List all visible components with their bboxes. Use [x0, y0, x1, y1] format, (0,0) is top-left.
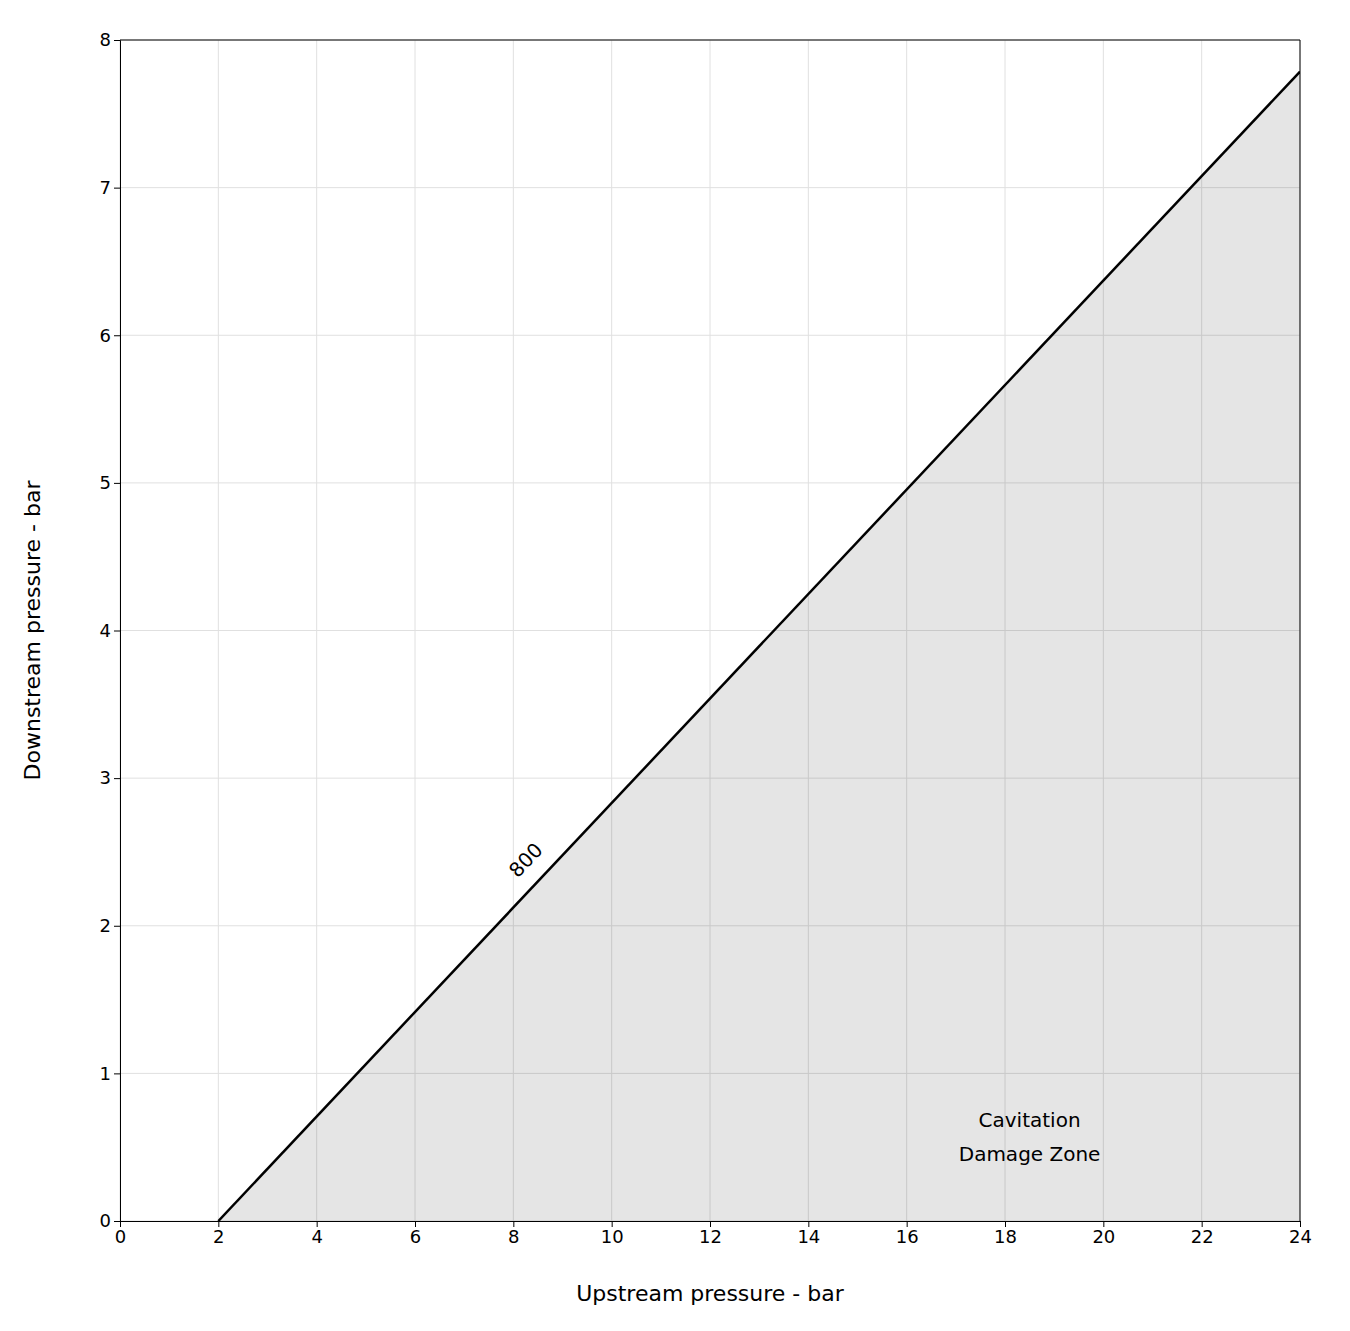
- chart: 024681012141618202224012345678800Cavitat…: [0, 0, 1350, 1331]
- y-axis-title: Downstream pressure - bar: [20, 480, 45, 781]
- y-tick: 5: [100, 472, 120, 493]
- x-tick-label: 24: [1289, 1226, 1312, 1247]
- x-tick: 14: [797, 1221, 820, 1247]
- y-axis: 0 1 2 3 4 5 6 7 8: [100, 29, 121, 1231]
- x-tick: 4: [311, 1221, 322, 1247]
- plot: 024681012141618202224012345678800Cavitat…: [100, 29, 1312, 1247]
- x-tick: 20: [1092, 1221, 1115, 1247]
- y-tick: 1: [100, 1063, 120, 1084]
- x-tick-label: 8: [508, 1226, 519, 1247]
- y-tick: 3: [100, 767, 120, 788]
- frame-top: [120, 40, 1300, 41]
- y-tick-mark: [114, 188, 120, 189]
- area-fill: [218, 72, 1300, 1221]
- y-tick-label: 4: [100, 620, 111, 641]
- y-axis-line: [114, 41, 121, 1222]
- annotations: 800 Cavitation Damage Zone: [504, 838, 1101, 1166]
- x-tick: 2: [213, 1221, 224, 1247]
- marks: [218, 72, 1300, 1221]
- zone-label: Cavitation Damage Zone: [959, 1108, 1101, 1166]
- x-tick-label: 10: [601, 1226, 624, 1247]
- grid: [120, 40, 1300, 1221]
- x-tick: 10: [601, 1221, 624, 1247]
- x-tick: 24: [1289, 1221, 1312, 1247]
- y-tick-label: 2: [100, 915, 111, 936]
- x-tick: 12: [699, 1221, 722, 1247]
- x-tick-label: 16: [896, 1226, 919, 1247]
- y-tick-label: 0: [100, 1210, 111, 1231]
- x-tick: 8: [508, 1221, 519, 1247]
- y-tick: 8: [100, 29, 120, 50]
- y-tick-mark: [114, 335, 120, 336]
- x-axis: 024681012141618202224: [115, 1221, 1312, 1247]
- y-tick-label: 6: [100, 325, 111, 346]
- y-tick: 7: [100, 177, 120, 198]
- x-tick-label: 2: [213, 1226, 224, 1247]
- y-tick: 2: [100, 915, 120, 936]
- y-tick-label: 3: [100, 767, 111, 788]
- y-tick-label: 5: [100, 472, 111, 493]
- x-tick-label: 22: [1191, 1226, 1214, 1247]
- x-tick-label: 0: [115, 1226, 126, 1247]
- y-tick-mark: [114, 926, 120, 927]
- y-tick-mark: [114, 631, 120, 632]
- y-tick-mark: [114, 1073, 120, 1074]
- x-axis-title: Upstream pressure - bar: [576, 1281, 845, 1306]
- grid-line-x: [1300, 40, 1301, 1221]
- frame-right: [1300, 40, 1301, 1221]
- x-tick: 6: [410, 1221, 421, 1247]
- grid-line-y: [120, 40, 1300, 41]
- x-tick: 22: [1191, 1221, 1214, 1247]
- x-tick-label: 6: [410, 1226, 421, 1247]
- y-tick-label: 1: [100, 1063, 111, 1084]
- x-tick: 0: [115, 1221, 126, 1247]
- zone-label-line: Cavitation: [979, 1108, 1081, 1132]
- y-tick-label: 8: [100, 29, 111, 50]
- line-label: 800: [504, 838, 548, 882]
- y-tick: 4: [100, 620, 120, 641]
- x-tick-label: 14: [797, 1226, 820, 1247]
- x-tick-label: 18: [994, 1226, 1017, 1247]
- y-tick-mark: [114, 1221, 120, 1222]
- y-tick: 0: [100, 1210, 120, 1231]
- y-tick-mark: [114, 778, 120, 779]
- x-tick-label: 12: [699, 1226, 722, 1247]
- y-tick-mark: [114, 483, 120, 484]
- x-tick: 16: [896, 1221, 919, 1247]
- y-tick: 6: [100, 325, 120, 346]
- line: [218, 72, 1300, 1221]
- zone-label-line: Damage Zone: [959, 1142, 1101, 1166]
- grid-line-y: [120, 187, 1300, 188]
- x-tick-label: 20: [1092, 1226, 1115, 1247]
- y-tick-label: 7: [100, 177, 111, 198]
- y-tick-mark: [114, 40, 120, 41]
- x-tick: 18: [994, 1221, 1017, 1247]
- x-tick-label: 4: [311, 1226, 322, 1247]
